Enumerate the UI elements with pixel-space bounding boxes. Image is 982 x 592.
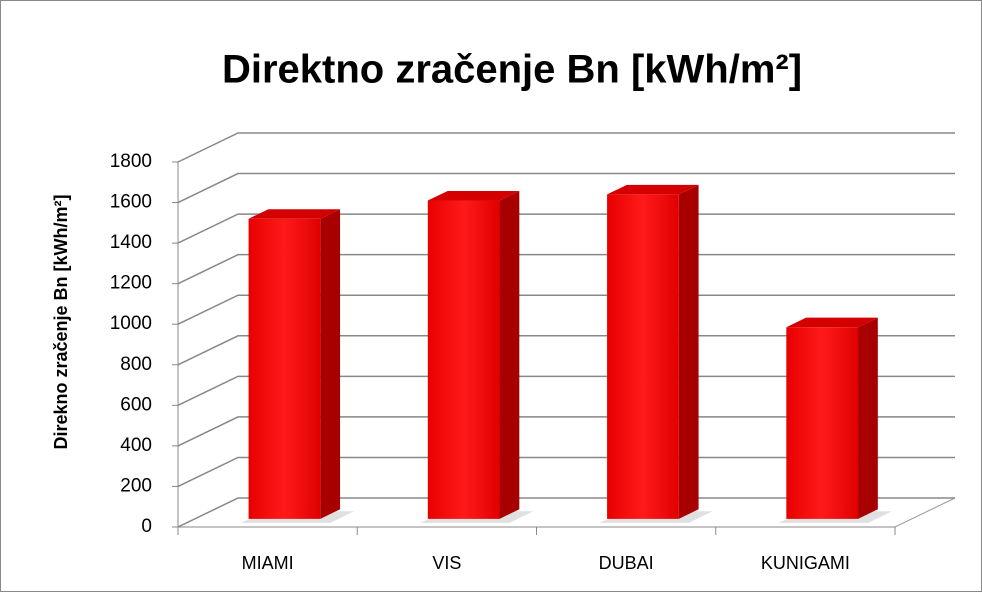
grid-line — [177, 213, 955, 244]
bar-side — [499, 190, 520, 519]
bar-side — [320, 209, 341, 519]
grid-line — [177, 335, 955, 366]
y-tick-label: 0 — [141, 516, 152, 537]
y-tick-label: 200 — [120, 475, 152, 496]
grid-line — [177, 497, 955, 528]
y-tick-label: 1000 — [110, 313, 152, 334]
grid-line — [177, 172, 955, 204]
grid-line — [177, 253, 955, 285]
bar — [607, 194, 679, 519]
plot: 0 200 400 600 800 1000 1200 1400 1600 1800 MIAMI VI… — [110, 132, 956, 573]
grid-line — [177, 375, 955, 407]
bar-top — [607, 184, 699, 195]
grid-line — [177, 416, 955, 447]
y-tick-label: 800 — [120, 354, 152, 375]
chart-title: Direktno zračenje Bn [kWh/m²] — [222, 48, 802, 92]
bar-top — [427, 190, 520, 201]
y-tick-label: 1400 — [110, 232, 152, 253]
x-tick-label: MIAMI — [242, 553, 294, 573]
grid-line — [177, 456, 955, 488]
grid-line — [177, 132, 955, 163]
grid-line — [177, 294, 955, 325]
bar-top — [786, 317, 878, 328]
y-tick-label: 1200 — [110, 273, 152, 294]
bar — [248, 218, 321, 519]
bar — [786, 327, 859, 519]
y-tick-label: 600 — [120, 394, 152, 415]
x-tick-label: KUNIGAMI — [761, 553, 850, 573]
bar-side — [858, 317, 878, 519]
y-tick-label: 1600 — [110, 192, 152, 213]
x-tick-label: DUBAI — [599, 553, 654, 573]
y-axis-label: Direkno zračenje Bn [kWh/m²] — [51, 194, 71, 449]
bar-side — [678, 184, 699, 519]
bar — [427, 200, 500, 519]
x-tick-label: VIS — [432, 553, 461, 573]
y-tick-label: 400 — [120, 435, 152, 456]
y-tick-label: 1800 — [110, 151, 152, 172]
bar-top — [248, 209, 341, 219]
